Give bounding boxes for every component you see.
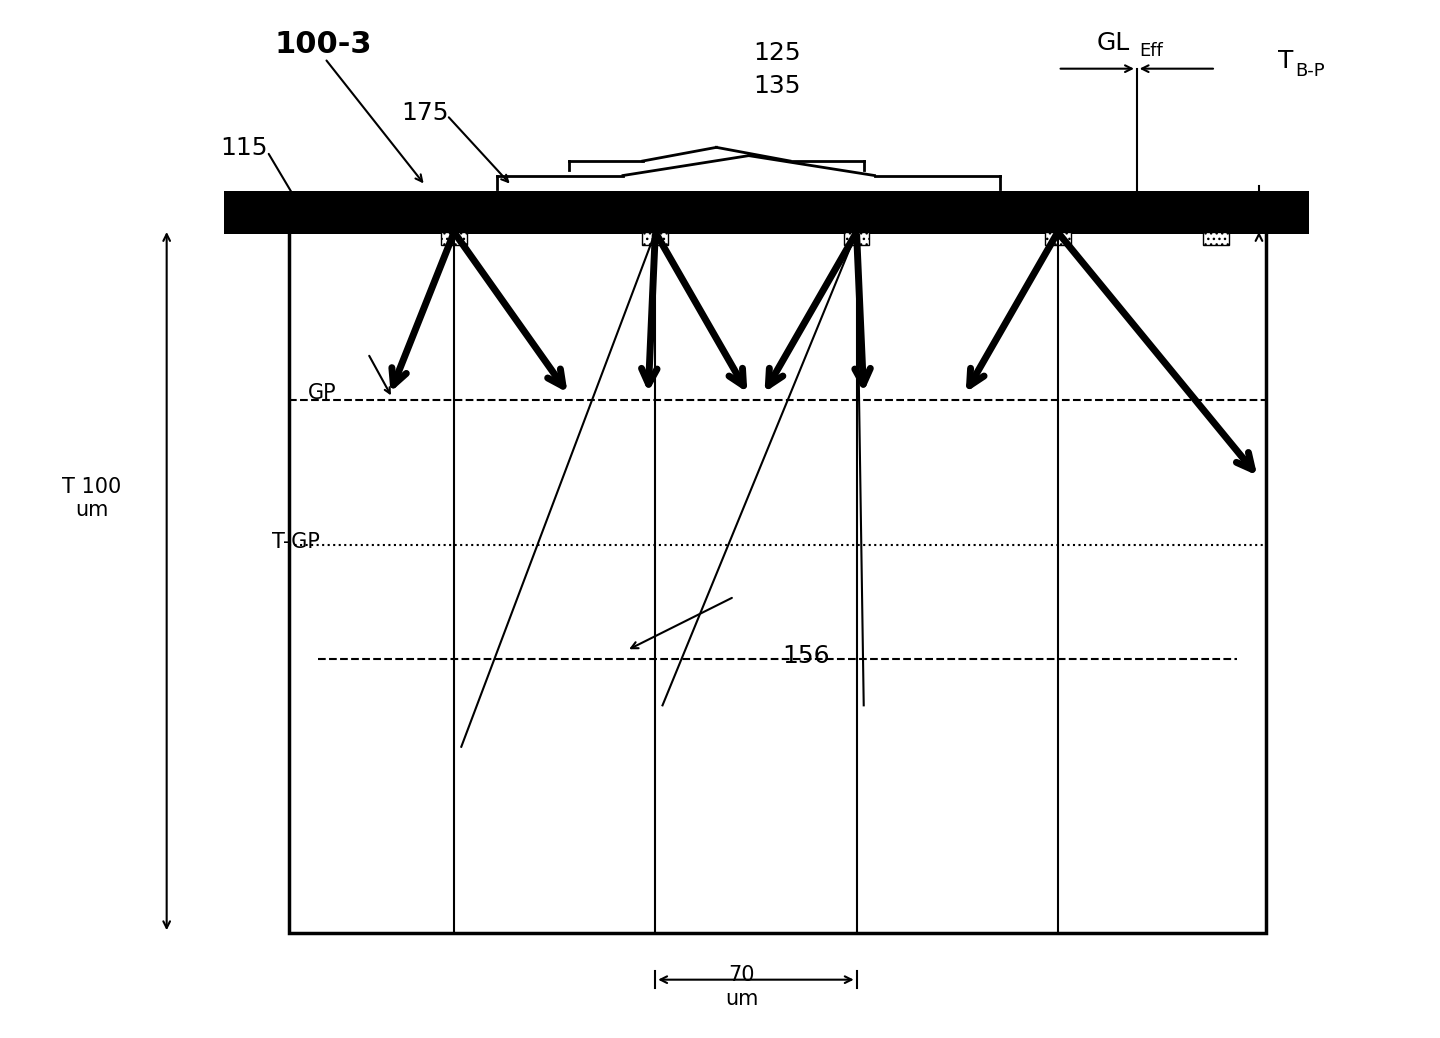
Text: 115: 115	[220, 136, 268, 161]
Text: T 100
um: T 100 um	[62, 476, 121, 520]
Text: 70
um: 70 um	[724, 965, 759, 1009]
Bar	[1202, 231, 1228, 245]
Bar	[642, 231, 668, 245]
Bar	[441, 231, 467, 245]
Text: 175: 175	[400, 101, 448, 126]
Text: 100-3: 100-3	[275, 30, 372, 59]
Text: 125: 125	[753, 42, 801, 65]
Text: T: T	[1277, 50, 1293, 74]
Text: GL: GL	[1096, 31, 1130, 55]
Text: T-GP: T-GP	[272, 531, 320, 552]
Text: 156: 156	[782, 644, 829, 667]
Text: GP: GP	[308, 383, 336, 403]
Text: Eff: Eff	[1139, 43, 1164, 60]
Text: B-P: B-P	[1295, 61, 1325, 80]
Bar	[225, 191, 1309, 235]
Text: 135: 135	[753, 75, 801, 99]
Bar	[844, 231, 870, 245]
Bar	[1045, 231, 1071, 245]
